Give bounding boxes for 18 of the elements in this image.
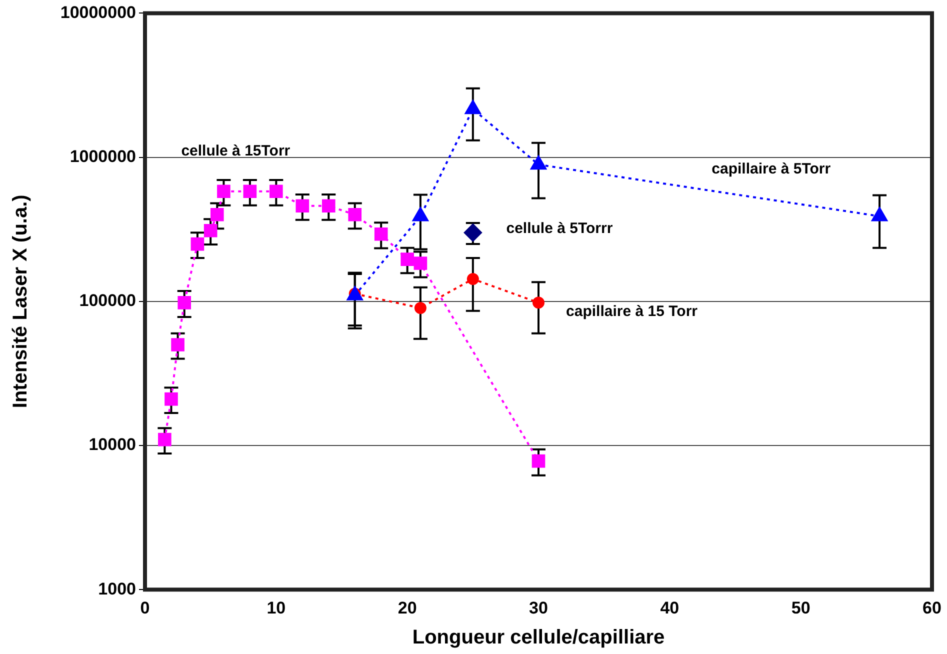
x-axis-title: Longueur cellule/capilliare xyxy=(412,626,665,649)
x-tick-label: 30 xyxy=(529,598,548,618)
x-tick-label: 40 xyxy=(660,598,680,618)
x-tick-label: 20 xyxy=(398,598,417,618)
y-tick-label: 100000 xyxy=(79,291,136,310)
y-tick-label: 10000000 xyxy=(60,2,136,22)
x-tick-label: 50 xyxy=(791,598,810,618)
annotation: cellule à 5Torrr xyxy=(506,220,613,237)
y-tick-label: 1000 xyxy=(98,579,136,598)
x-tick-label: 10 xyxy=(266,598,286,618)
y-axis-title: Intensité Laser X (u.a.) xyxy=(10,194,32,408)
y-tick-label: 1000000 xyxy=(70,146,136,166)
annotation: cellule à 15Torr xyxy=(181,142,290,160)
x-tick-label: 0 xyxy=(140,598,150,618)
y-tick-label: 10000 xyxy=(88,435,136,454)
annotation: capillaire à 5Torr xyxy=(712,160,831,178)
annotation: capillaire à 15 Torr xyxy=(566,302,698,320)
x-tick-label: 60 xyxy=(922,598,942,618)
